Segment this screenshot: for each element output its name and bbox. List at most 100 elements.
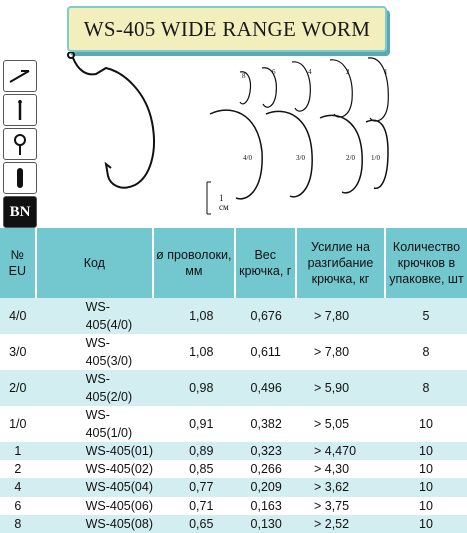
cell-diameter: 0,89 (153, 442, 235, 461)
hook-size-4-0 (209, 109, 263, 200)
cell-eu: 3/0 (9, 345, 27, 359)
table-row: 4/0 WS-405(4/0) 1,08 0,676 > 7,80 5 (0, 298, 467, 334)
hook-size-4 (291, 61, 311, 112)
cell-quantity: 8 (422, 345, 430, 359)
scale-bar: 1 см (205, 180, 235, 216)
cell-code: WS-405(06) (85, 498, 153, 513)
cell-diameter: 1,08 (153, 298, 235, 334)
table-row: 2 WS-405(02) 0,85 0,266 > 4,30 10 (0, 460, 467, 478)
hook-point-icon (3, 60, 37, 92)
cell-diameter: 1,08 (189, 345, 214, 359)
cell-eu: 4 (0, 478, 36, 497)
title-banner: WS-405 WIDE RANGE WORM (67, 6, 387, 52)
table-row: 1 WS-405(01) 0,89 0,323 > 4,470 10 (0, 442, 467, 461)
size-label-4-0: 4/0 (243, 154, 252, 162)
cell-strength: > 5,90 (295, 370, 385, 406)
size-label-1: 1 (384, 68, 388, 76)
cell-quantity: 10 (384, 478, 467, 497)
straight-shank-icon (3, 94, 37, 126)
hook-size-2-0 (319, 114, 363, 194)
cell-eu: 8 (0, 514, 36, 533)
black-coating-icon (3, 162, 37, 194)
cell-strength: > 3,62 (295, 478, 385, 497)
large-hook-drawing (67, 52, 156, 189)
hook-size-3-0 (265, 110, 313, 198)
cell-weight: 0,209 (234, 478, 296, 497)
hook-size-6 (261, 67, 277, 108)
cell-eu: 6 (14, 498, 22, 513)
size-label-4: 4 (308, 68, 312, 76)
cell-code: WS-405(01) (35, 442, 154, 461)
cell-eu: 1/0 (9, 417, 27, 431)
size-label-3-0: 3/0 (296, 154, 305, 162)
cell-weight: 0,676 (234, 298, 296, 334)
hook-size-1-0 (365, 119, 389, 190)
table-row: 8 WS-405(08) 0,65 0,130 > 2,52 10 (0, 514, 467, 533)
col-header-strength: Усилие на разгибание крючка, кг (294, 228, 385, 298)
cell-quantity: 10 (384, 514, 467, 533)
cell-strength: > 7,80 (295, 298, 385, 334)
size-label-8: 8 (242, 72, 246, 80)
cell-quantity: 10 (384, 442, 467, 461)
cell-diameter: 0,71 (189, 498, 214, 513)
cell-strength: > 2,52 (295, 514, 385, 533)
cell-code: WS-405(1/0) (85, 408, 133, 440)
cell-diameter: 0,65 (153, 514, 235, 533)
cell-eu: 2 (14, 462, 22, 477)
col-header-quantity: Количество крючков в упаковке, шт (383, 228, 467, 298)
cell-quantity: 8 (384, 370, 467, 406)
cell-quantity: 10 (419, 462, 433, 477)
cell-eu: 2/0 (0, 370, 36, 406)
cell-weight: 0,266 (250, 462, 282, 477)
col-header-weight: Вес крючка, г (233, 228, 296, 298)
cell-eu: 4/0 (0, 298, 36, 334)
bn-finish-icon: BN (3, 196, 37, 228)
cell-quantity: 5 (384, 298, 467, 334)
cell-strength: > 7,80 (313, 345, 350, 359)
cell-diameter: 0,98 (153, 370, 235, 406)
hook-illustrations: 8 6 4 2 1 4/0 3/0 2/0 1/0 (67, 52, 389, 200)
cell-strength: > 5,05 (313, 417, 350, 431)
ring-eye-icon (3, 128, 37, 160)
cell-quantity: 10 (419, 417, 433, 431)
cell-weight: 0,382 (250, 417, 282, 431)
cell-weight: 0,496 (234, 370, 296, 406)
cell-diameter: 0,77 (153, 478, 235, 497)
cell-code: WS-405(2/0) (35, 370, 154, 406)
cell-eu: 1 (0, 442, 36, 461)
cell-quantity: 10 (419, 498, 433, 513)
cell-code: WS-405(08) (35, 514, 154, 533)
cell-weight: 0,323 (234, 442, 296, 461)
size-label-1-0: 1/0 (371, 154, 380, 162)
hook-size-8 (239, 71, 252, 105)
table-row: 1/0 WS-405(1/0) 0,91 0,382 > 5,05 10 (0, 406, 467, 442)
col-header-diameter: ø проволоки, мм (152, 228, 235, 298)
cell-weight: 0,163 (250, 498, 282, 513)
table-row: 6 WS-405(06) 0,71 0,163 > 3,75 10 (0, 497, 467, 515)
cell-code: WS-405(04) (35, 478, 154, 497)
cell-diameter: 0,91 (189, 417, 214, 431)
table-row: 2/0 WS-405(2/0) 0,98 0,496 > 5,90 8 (0, 370, 467, 406)
size-label-6: 6 (272, 68, 276, 76)
table-row: 3/0 WS-405(3/0) 1,08 0,611 > 7,80 8 (0, 334, 467, 370)
cell-code: WS-405(3/0) (85, 336, 133, 368)
scale-label: 1 см (219, 193, 229, 212)
size-label-2-0: 2/0 (346, 154, 355, 162)
table-row: 4 WS-405(04) 0,77 0,209 > 3,62 10 (0, 478, 467, 497)
cell-strength: > 3,75 (313, 498, 350, 513)
feature-icons: BN (3, 60, 39, 230)
col-header-code: Код (34, 228, 154, 298)
cell-diameter: 0,85 (189, 462, 214, 477)
size-label-2: 2 (346, 68, 350, 76)
cell-strength: > 4,470 (295, 442, 385, 461)
cell-code: WS-405(02) (85, 462, 153, 477)
page-title: WS-405 WIDE RANGE WORM (83, 16, 371, 41)
cell-code: WS-405(4/0) (35, 298, 154, 334)
col-header-eu: № EU (0, 228, 36, 298)
cell-weight: 0,611 (250, 345, 281, 359)
cell-strength: > 4,30 (313, 462, 350, 477)
table-header-row: № EU Код ø проволоки, мм Вес крючка, г У… (0, 228, 467, 298)
bn-label: BN (9, 203, 31, 220)
cell-weight: 0,130 (234, 514, 296, 533)
specs-table: № EU Код ø проволоки, мм Вес крючка, г У… (0, 228, 467, 533)
